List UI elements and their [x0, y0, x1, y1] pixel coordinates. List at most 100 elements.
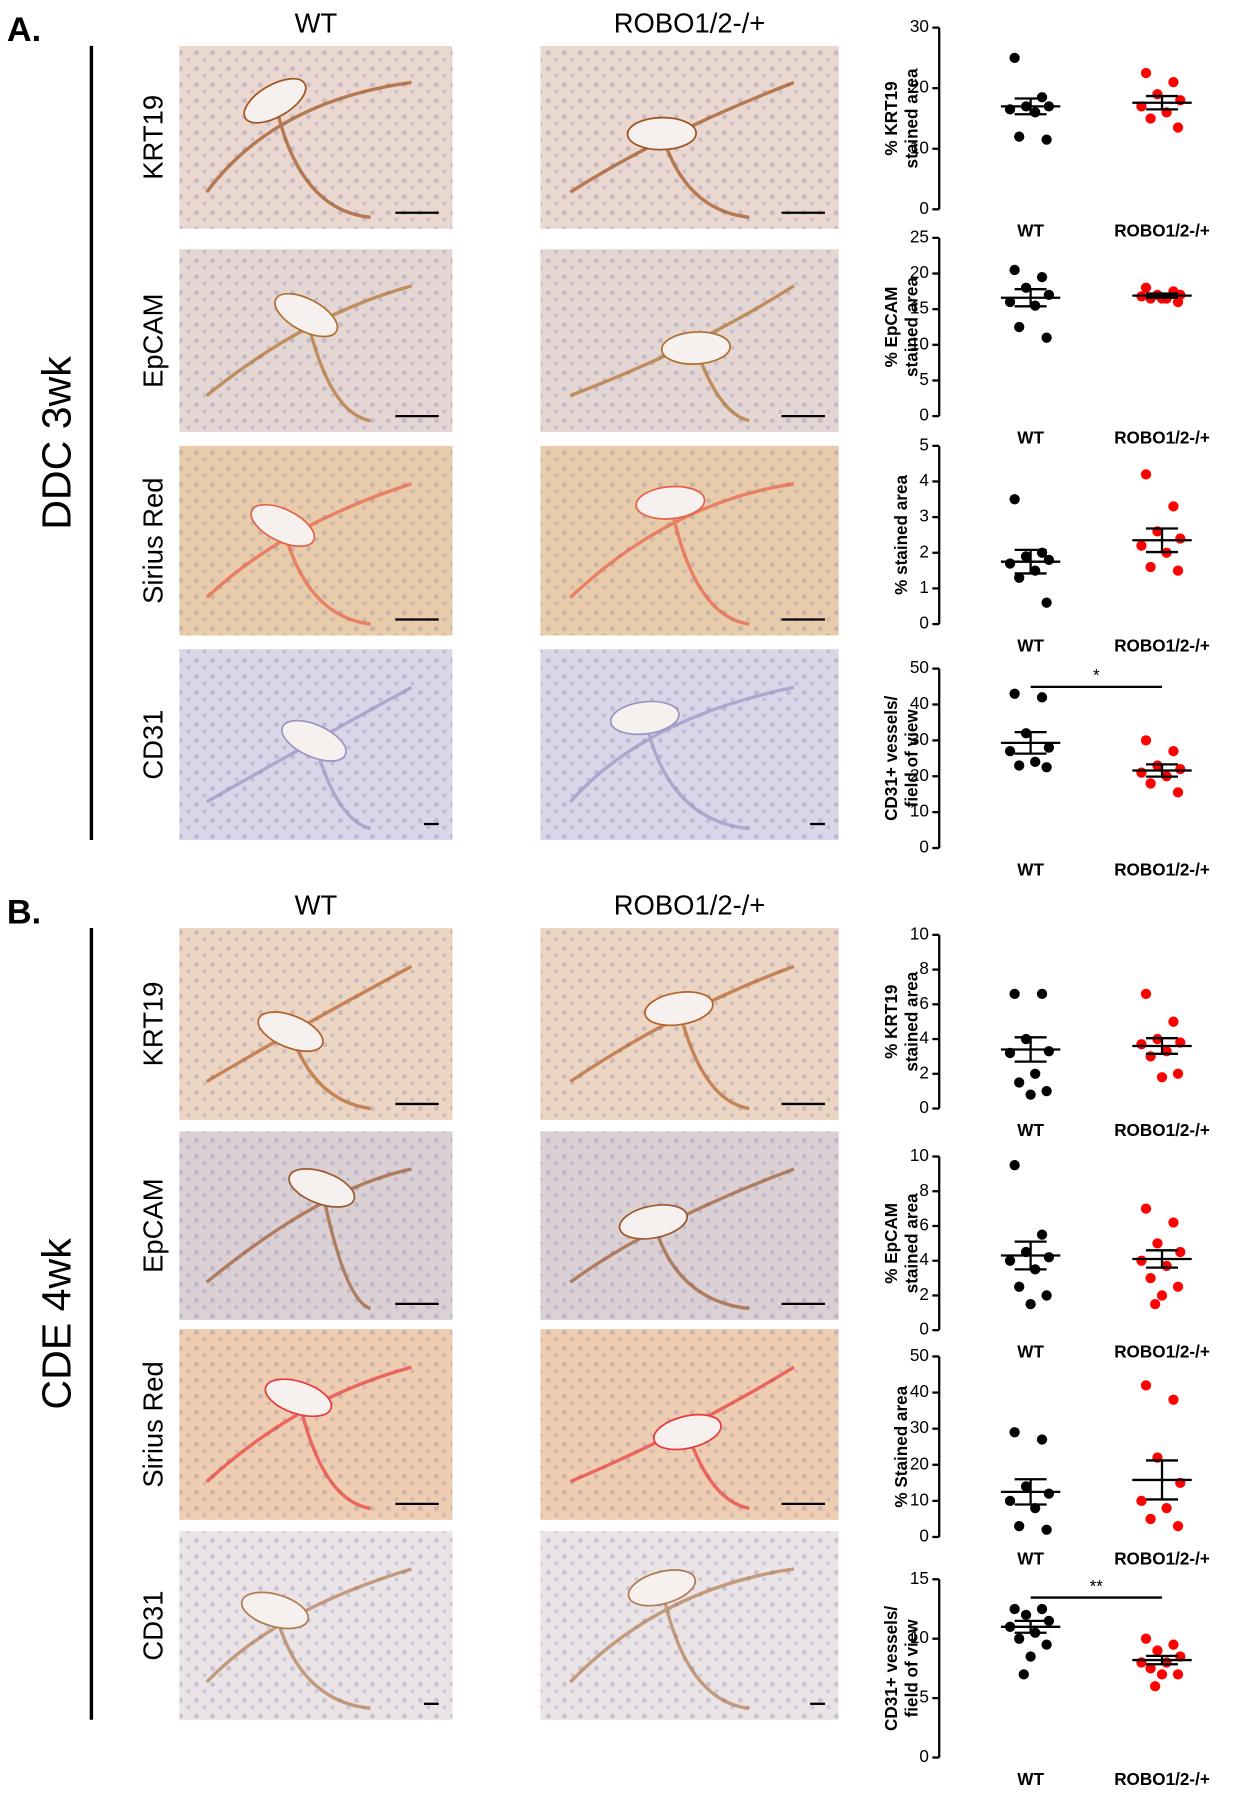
data-point	[1136, 1255, 1147, 1266]
x-tick-label: ROBO1/2-/+	[1114, 1769, 1210, 1789]
y-tick-label: 20	[910, 77, 929, 97]
data-point	[1156, 1290, 1168, 1301]
column-header: ROBO1/2-/+	[614, 890, 766, 921]
x-tick-label: WT	[1017, 1548, 1044, 1568]
y-tick-label: 0	[919, 405, 929, 425]
row-label: KRT19	[138, 982, 169, 1067]
x-tick-label: ROBO1/2-/+	[1114, 427, 1210, 447]
data-point	[1036, 1603, 1048, 1615]
data-point	[1041, 134, 1052, 145]
error-bar	[1014, 1478, 1047, 1506]
data-point	[1145, 1513, 1156, 1525]
x-tick-label: ROBO1/2-/+	[1114, 1342, 1210, 1362]
row-label: EpCAM	[138, 1178, 169, 1272]
micrograph	[179, 1131, 453, 1320]
y-tick-label: 5	[919, 434, 929, 454]
data-point	[1172, 1669, 1184, 1680]
y-tick-label: 0	[919, 613, 929, 633]
x-tick-label: WT	[1017, 221, 1044, 241]
vessel	[626, 116, 697, 151]
data-point	[1168, 1016, 1179, 1027]
y-tick-label: 30	[910, 729, 929, 749]
data-point	[1041, 597, 1052, 608]
data-point	[1168, 1394, 1179, 1405]
y-tick-label: 0	[919, 1097, 929, 1117]
y-tick-label: 20	[910, 1453, 929, 1473]
vessel	[627, 1569, 697, 1607]
y-tick-label: 4	[919, 1028, 929, 1048]
micrograph	[179, 927, 453, 1120]
data-point	[1004, 746, 1016, 757]
y-tick-label: 10	[910, 1145, 929, 1165]
data-point	[1020, 551, 1032, 562]
y-tick-label: 10	[910, 1489, 929, 1509]
data-point	[1150, 1681, 1161, 1692]
error-bar	[1146, 527, 1179, 554]
data-point	[1168, 746, 1179, 757]
data-point	[1004, 1495, 1016, 1507]
data-point	[1041, 1639, 1052, 1650]
y-axis-label: % Stained area	[891, 1385, 911, 1507]
data-point	[1172, 1281, 1184, 1292]
data-point	[1168, 501, 1179, 512]
data-point	[1009, 264, 1020, 276]
micrograph-texture	[179, 927, 453, 1120]
micrograph	[540, 445, 839, 636]
data-point	[1136, 540, 1147, 551]
row-label: CD31	[138, 710, 169, 780]
row-label: CD31	[138, 1591, 169, 1661]
data-point	[1043, 742, 1055, 753]
x-tick-label: ROBO1/2-/+	[1114, 635, 1210, 655]
vessel	[288, 1168, 356, 1208]
data-point	[1175, 533, 1186, 544]
data-point	[1136, 1039, 1147, 1050]
y-tick-label: 0	[919, 198, 929, 218]
data-point	[1036, 1434, 1048, 1445]
error-bar	[1146, 1654, 1179, 1666]
data-point	[1041, 332, 1052, 343]
y-tick-label: 25	[910, 226, 929, 246]
error-bar	[1146, 1037, 1179, 1055]
y-tick-label: 10	[910, 923, 929, 943]
y-axis-label: % KRT19	[881, 985, 901, 1059]
y-tick-label: 30	[910, 16, 929, 36]
stain-strand	[205, 80, 412, 220]
vessel	[660, 331, 732, 365]
error-bar	[1146, 1249, 1179, 1269]
data-point	[1041, 1524, 1052, 1535]
y-tick-label: 50	[910, 657, 929, 677]
y-axis-label: CD31+ vessels/	[881, 1606, 901, 1731]
micrograph	[179, 1329, 453, 1520]
data-point	[1161, 1502, 1172, 1514]
data-point	[1014, 1633, 1025, 1644]
y-tick-label: 15	[910, 298, 929, 318]
data-point	[1043, 1046, 1055, 1057]
y-tick-label: 0	[919, 1746, 929, 1766]
data-point	[1014, 1281, 1025, 1292]
vessel	[240, 1591, 310, 1630]
x-tick-label: ROBO1/2-/+	[1114, 1548, 1210, 1568]
vessel	[243, 77, 307, 124]
y-tick-label: 30	[910, 1417, 929, 1437]
y-tick-label: 5	[919, 369, 929, 389]
micrograph-texture	[540, 1131, 839, 1320]
y-tick-label: 1	[919, 577, 929, 597]
data-point	[1136, 1495, 1147, 1507]
data-point	[1009, 988, 1020, 1000]
x-tick-label: ROBO1/2-/+	[1114, 1120, 1210, 1140]
significance-label: *	[1093, 665, 1100, 685]
vessel	[644, 991, 714, 1027]
error-bar	[1014, 1036, 1047, 1063]
significance-label: **	[1090, 1576, 1104, 1596]
y-axis-label: CD31+ vessels/	[881, 695, 901, 820]
micrograph-texture	[540, 927, 839, 1120]
data-point	[1025, 1651, 1036, 1662]
row-label: Sirius Red	[138, 477, 169, 603]
data-point	[1172, 1068, 1184, 1079]
y-tick-label: 20	[910, 765, 929, 785]
data-point	[1043, 554, 1055, 566]
data-point	[1036, 92, 1048, 103]
condition-label: CDE 4wk	[33, 1238, 79, 1410]
y-tick-label: 8	[919, 958, 929, 978]
y-tick-label: 2	[919, 1284, 929, 1304]
